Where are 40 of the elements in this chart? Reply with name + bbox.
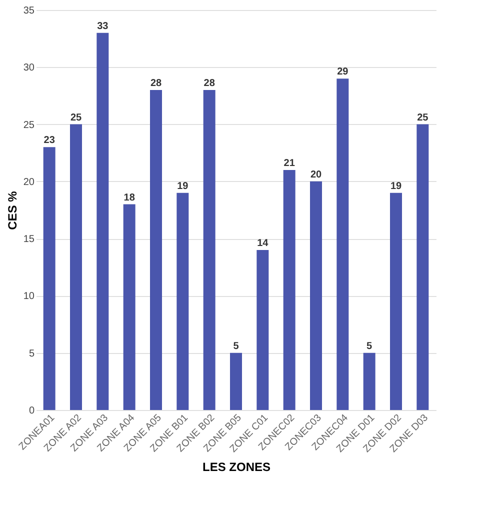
- y-tick-label: 5: [28, 348, 35, 360]
- bar: [390, 192, 402, 410]
- data-label: 33: [97, 20, 109, 32]
- bar: [150, 90, 162, 410]
- bar: [283, 170, 296, 410]
- bar: [416, 124, 429, 410]
- bar: [336, 78, 349, 410]
- y-tick-label: 10: [23, 291, 35, 302]
- data-label: 23: [44, 135, 56, 146]
- bar: [310, 181, 322, 410]
- data-label: 14: [257, 238, 269, 249]
- bar: [363, 352, 376, 410]
- data-label: 21: [284, 158, 296, 169]
- data-label: 18: [124, 192, 136, 204]
- y-tick-label: 35: [23, 6, 35, 16]
- data-label: 28: [150, 78, 162, 89]
- y-axis-title: CES %: [5, 190, 20, 230]
- y-tick-label: 25: [23, 120, 35, 131]
- bar: [256, 250, 269, 410]
- data-label: 20: [310, 169, 322, 180]
- data-label: 19: [390, 180, 402, 192]
- y-tick-label: 0: [28, 406, 35, 416]
- data-label: 25: [417, 112, 429, 124]
- data-label: 25: [70, 112, 82, 124]
- bar: [203, 90, 216, 410]
- data-label: 29: [337, 66, 349, 78]
- data-label: 5: [366, 340, 373, 352]
- y-tick-label: 15: [23, 234, 35, 246]
- x-axis-title: LES ZONES: [202, 460, 271, 474]
- bar: [96, 32, 109, 410]
- bar: [70, 124, 82, 410]
- bar: [230, 352, 242, 410]
- y-tick-label: 20: [23, 176, 35, 188]
- data-label: 19: [177, 180, 189, 192]
- data-label: 28: [204, 78, 216, 89]
- bar: [43, 147, 56, 410]
- bar: [176, 192, 189, 410]
- data-label: 5: [233, 340, 240, 352]
- y-tick-label: 30: [23, 62, 35, 74]
- bar: [123, 204, 136, 410]
